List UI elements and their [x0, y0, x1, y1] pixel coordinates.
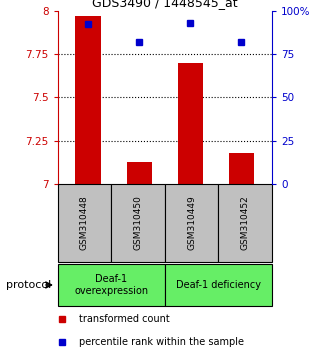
Bar	[165, 264, 272, 306]
Text: GSM310450: GSM310450	[133, 195, 142, 251]
Text: GSM310448: GSM310448	[80, 196, 89, 250]
Text: protocol: protocol	[6, 280, 52, 290]
Text: Deaf-1 deficiency: Deaf-1 deficiency	[176, 280, 261, 290]
Bar	[178, 63, 203, 184]
Bar	[218, 184, 272, 262]
Text: percentile rank within the sample: percentile rank within the sample	[79, 337, 244, 348]
Bar	[58, 264, 165, 306]
Text: Deaf-1
overexpression: Deaf-1 overexpression	[74, 274, 148, 296]
Text: GSM310449: GSM310449	[187, 196, 196, 250]
Bar	[165, 184, 218, 262]
Bar	[58, 184, 111, 262]
Bar	[111, 184, 165, 262]
Text: GSM310452: GSM310452	[241, 196, 250, 250]
Bar	[76, 16, 101, 184]
Bar	[228, 153, 254, 184]
Bar	[126, 161, 152, 184]
Text: transformed count: transformed count	[79, 314, 170, 325]
Title: GDS3490 / 1448545_at: GDS3490 / 1448545_at	[92, 0, 238, 10]
